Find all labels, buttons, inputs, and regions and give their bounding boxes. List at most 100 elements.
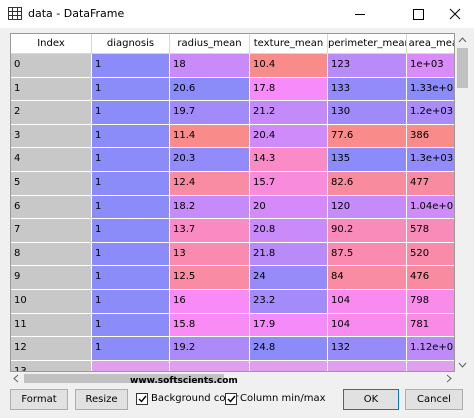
table-cell: 19.7 [170, 101, 250, 125]
table-cell: 12.5 [170, 266, 250, 290]
row-index: 0 [11, 54, 92, 78]
table-cell: 1 [92, 101, 170, 125]
table-cell [407, 360, 454, 371]
table-cell: 84 [328, 266, 407, 290]
table-cell: 1 [92, 242, 170, 267]
table-cell [250, 360, 328, 371]
table-cell [170, 360, 250, 371]
row-index: 1 [11, 77, 92, 102]
table-cell: 13 [170, 242, 250, 267]
table-cell: 1 [92, 337, 170, 361]
table-cell: 104 [328, 290, 407, 314]
table-cell: 1 [92, 313, 170, 338]
table-cell: 133 [328, 77, 407, 102]
table-cell: 132 [328, 337, 407, 361]
table-cell: 82.6 [328, 172, 407, 196]
checkbox[interactable] [136, 393, 148, 405]
cancel-button[interactable]: Cancel [405, 389, 463, 410]
table-cell: 16 [170, 290, 250, 314]
table-cell: 87.5 [328, 242, 407, 267]
checkbox[interactable] [225, 393, 237, 405]
table-cell: 1 [92, 148, 170, 172]
table-cell: 90.2 [328, 219, 407, 243]
window-controls[interactable] [340, 0, 474, 28]
column-header: diagnosis [92, 34, 170, 54]
table-cell: 477 [407, 172, 454, 196]
table-cell: 12.4 [170, 172, 250, 196]
table-cell: 17.8 [250, 77, 328, 102]
window-icon [8, 7, 22, 20]
table-cell: 1 [92, 54, 170, 78]
column-header: texture_mean [250, 34, 328, 54]
ok-button[interactable]: OK [343, 389, 399, 410]
table-cell: 24.8 [250, 337, 328, 361]
row-index: 13 [11, 360, 92, 371]
table-cell: 20.8 [250, 219, 328, 243]
table-cell: 11.4 [170, 124, 250, 149]
check-mark [227, 395, 236, 403]
table-cell: 1.04e+03 [407, 195, 454, 220]
table-cell: 20.3 [170, 148, 250, 172]
table-cell: 120 [328, 195, 407, 220]
table-cell [92, 360, 170, 371]
table-cell: 20 [250, 195, 328, 220]
checkbox-label[interactable]: Column min/max [240, 393, 326, 404]
table-cell: 1 [92, 195, 170, 220]
table-cell: 1 [92, 290, 170, 314]
table-cell: 21.2 [250, 101, 328, 125]
table-cell: 135 [328, 148, 407, 172]
table-cell: 19.2 [170, 337, 250, 361]
table-cell: 1.33e+03 [407, 77, 454, 102]
table-cell: 20.4 [250, 124, 328, 149]
table-cell: 798 [407, 290, 454, 314]
table-cell: 24 [250, 266, 328, 290]
row-index: 12 [11, 337, 92, 361]
window-title: data - DataFrame [28, 7, 125, 20]
watermark: www.softscients.com [130, 376, 238, 386]
table-cell: 386 [407, 124, 454, 149]
row-index: 10 [11, 290, 92, 314]
data-table[interactable]: Index diagnosis radius_mean texture_mean per… [10, 33, 455, 372]
table-cell: 123 [328, 54, 407, 78]
table-cell: 10.4 [250, 54, 328, 78]
table-cell: 23.2 [250, 290, 328, 314]
row-index: 2 [11, 101, 92, 125]
table-cell: 13.7 [170, 219, 250, 243]
table-cell: 77.6 [328, 124, 407, 149]
table-cell: 1 [92, 266, 170, 290]
table-cell: 14.3 [250, 148, 328, 172]
table-cell: 1 [92, 124, 170, 149]
table-cell: 104 [328, 313, 407, 338]
table-cell: 1 [92, 77, 170, 102]
row-index: 6 [11, 195, 92, 220]
row-index: 8 [11, 242, 92, 267]
table-cell [328, 360, 407, 371]
row-index: 11 [11, 313, 92, 338]
table-cell: 20.6 [170, 77, 250, 102]
table-cell: 1 [92, 172, 170, 196]
table-cell: 1.2e+03 [407, 101, 454, 125]
table-cell: 17.9 [250, 313, 328, 338]
vertical-scrollbar[interactable] [455, 33, 470, 372]
resize-button[interactable]: Resize [75, 389, 128, 410]
check-mark [138, 395, 147, 403]
column-header: area_mean [407, 34, 454, 54]
row-index: 4 [11, 148, 92, 172]
column-header: radius_mean [170, 34, 250, 54]
table-cell: 1.12e+03 [407, 337, 454, 361]
table-cell: 15.7 [250, 172, 328, 196]
table-cell: 18 [170, 54, 250, 78]
row-index: 7 [11, 219, 92, 243]
table-cell: 1e+03 [407, 54, 454, 78]
horizontal-scrollbar[interactable] [10, 372, 455, 385]
table-cell: 21.8 [250, 242, 328, 267]
table-cell: 476 [407, 266, 454, 290]
table-cell: 18.2 [170, 195, 250, 220]
table-cell: 130 [328, 101, 407, 125]
checkbox-label[interactable]: Background color [151, 393, 239, 404]
row-index: 9 [11, 266, 92, 290]
row-index: 3 [11, 124, 92, 149]
format-button[interactable]: Format [10, 389, 68, 410]
column-header: perimeter_mean [328, 34, 407, 54]
